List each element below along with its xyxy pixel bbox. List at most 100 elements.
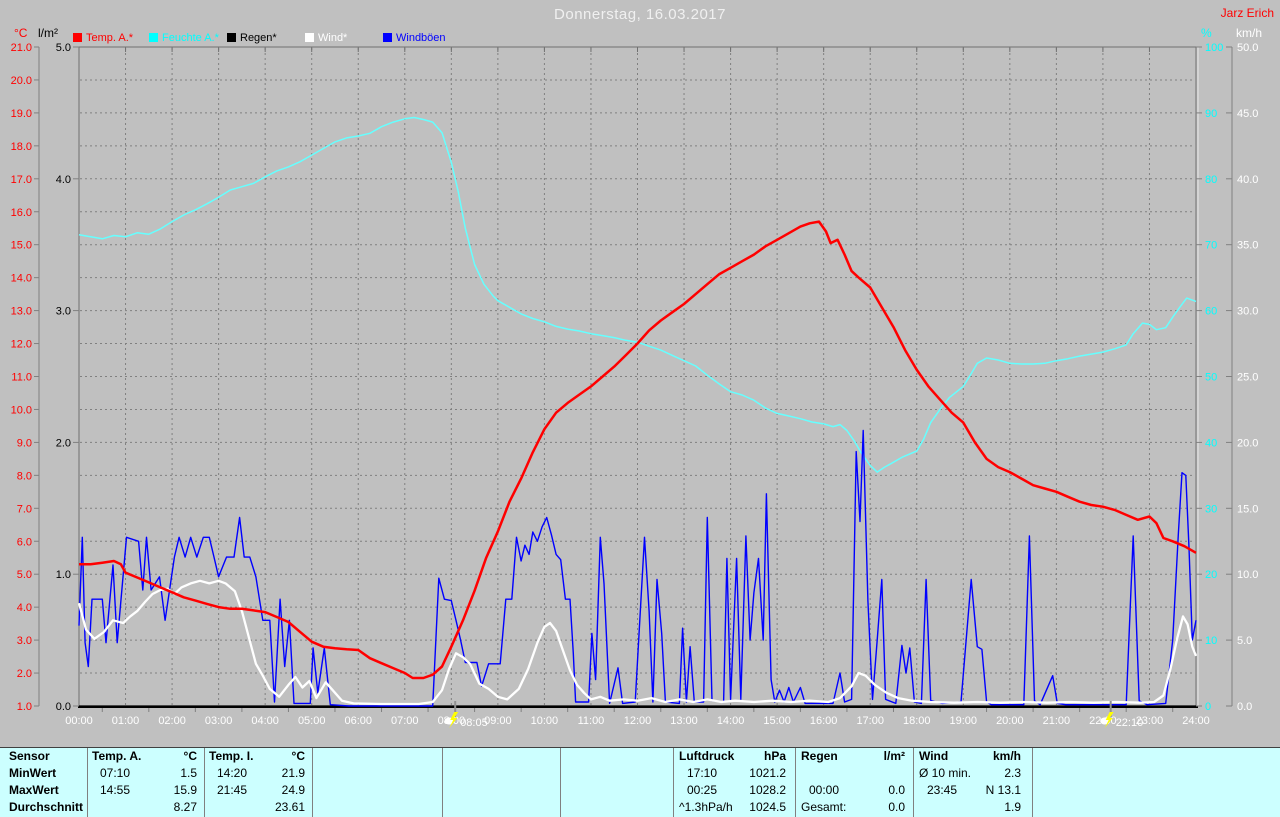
svg-text:40: 40	[1205, 437, 1217, 449]
wind-max-time: 23:45	[927, 783, 958, 797]
svg-text:17.0: 17.0	[11, 174, 32, 186]
svg-text:1.0: 1.0	[17, 701, 32, 713]
svg-text:16:00: 16:00	[810, 715, 838, 727]
column-divider	[795, 748, 796, 817]
legend-swatch-temp-a-icon	[73, 33, 82, 42]
svg-text:6.0: 6.0	[17, 536, 32, 548]
temp-a-avg-value: 8.27	[173, 800, 197, 814]
legend-label-feuchte-a: Feuchte A.*	[162, 31, 219, 44]
svg-text:23:00: 23:00	[1136, 715, 1164, 727]
svg-text:10:00: 10:00	[531, 715, 559, 727]
svg-text:30.0: 30.0	[1237, 306, 1258, 318]
svg-text:25.0: 25.0	[1237, 372, 1258, 384]
luftdruck-trend: ^1.3hPa/h	[679, 800, 733, 814]
regen-min-time	[799, 765, 809, 782]
luftdruck-avg-value: 1024.5	[749, 800, 786, 814]
svg-text:19:00: 19:00	[950, 715, 978, 727]
svg-text:5.0: 5.0	[17, 569, 32, 581]
temp-a-avg-label	[90, 799, 100, 816]
svg-text:2.0: 2.0	[56, 437, 71, 449]
svg-text:0: 0	[1205, 701, 1211, 713]
svg-text:07:00: 07:00	[391, 715, 419, 727]
svg-text:14.0: 14.0	[11, 273, 32, 285]
wind-avg-label	[917, 799, 927, 816]
stats-col-temp-a: Temp. A. °C 07:10 1.5 14:55 15.9 8.27	[90, 748, 201, 817]
svg-text:20.0: 20.0	[1237, 437, 1258, 449]
temp-i-name: Temp. I.	[209, 749, 254, 763]
legend-swatch-windboeen-icon	[383, 33, 392, 42]
svg-text:01:00: 01:00	[112, 715, 140, 727]
temp-i-max-time: 21:45	[217, 783, 248, 797]
svg-text:5.0: 5.0	[56, 42, 71, 54]
legend-label-temp-a: Temp. A.*	[86, 31, 134, 44]
svg-text:30: 30	[1205, 503, 1217, 515]
stats-col-regen: Regen l/m² 00:00 0.0 Gesamt: 0.0	[799, 748, 909, 817]
column-divider	[87, 748, 88, 817]
svg-text:15.0: 15.0	[11, 240, 32, 252]
column-divider	[312, 748, 313, 817]
svg-text:50.0: 50.0	[1237, 42, 1258, 54]
svg-text:24:00: 24:00	[1182, 715, 1210, 727]
svg-text:12.0: 12.0	[11, 339, 32, 351]
stats-col-wind: Wind km/h Ø 10 min. 2.3 23:45 N 13.1 1.9	[917, 748, 1025, 817]
stats-row-label: MaxWert	[9, 783, 59, 797]
luftdruck-max-value: 1028.2	[749, 783, 786, 797]
svg-text:19.0: 19.0	[11, 108, 32, 120]
column-divider	[442, 748, 443, 817]
svg-text:18:00: 18:00	[903, 715, 931, 727]
svg-text:09:00: 09:00	[484, 715, 512, 727]
luftdruck-min-value: 1021.2	[749, 766, 786, 780]
legend-item-temp-a: Temp. A.*	[73, 31, 133, 44]
column-divider	[673, 748, 674, 817]
svg-text:3.0: 3.0	[56, 306, 71, 318]
svg-text:08:05: 08:05	[460, 717, 488, 729]
svg-text:10.0: 10.0	[11, 404, 32, 416]
luftdruck-min-time: 17:10	[687, 766, 718, 780]
svg-text:35.0: 35.0	[1237, 240, 1258, 252]
legend-item-regen: Regen*	[227, 31, 277, 44]
column-divider	[1032, 748, 1033, 817]
svg-text:7.0: 7.0	[17, 503, 32, 515]
svg-text:80: 80	[1205, 174, 1217, 186]
temp-a-min-time: 07:10	[100, 766, 131, 780]
svg-text:03:00: 03:00	[205, 715, 233, 727]
svg-text:0.0: 0.0	[1237, 701, 1252, 713]
temp-a-unit: °C	[183, 749, 197, 763]
temp-a-max-value: 15.9	[173, 783, 197, 797]
svg-text:05:00: 05:00	[298, 715, 326, 727]
svg-text:15.0: 15.0	[1237, 503, 1258, 515]
svg-text:10.0: 10.0	[1237, 569, 1258, 581]
temp-i-unit: °C	[291, 749, 305, 763]
wind-min-time: Ø 10 min.	[919, 766, 972, 780]
svg-text:04:00: 04:00	[251, 715, 279, 727]
svg-text:13:00: 13:00	[670, 715, 698, 727]
luftdruck-unit: hPa	[763, 749, 786, 763]
regen-name: Regen	[801, 749, 838, 763]
column-divider	[560, 748, 561, 817]
stats-row-label: Durchschnitt	[9, 800, 84, 814]
regen-max-time: 00:00	[809, 783, 840, 797]
svg-text:21.0: 21.0	[11, 42, 32, 54]
wind-unit: km/h	[992, 749, 1021, 763]
svg-text:15:00: 15:00	[763, 715, 791, 727]
wind-min-value: 2.3	[1004, 766, 1021, 780]
legend-item-feuchte-a: Feuchte A.*	[149, 31, 219, 44]
axis-unit-humidity: %	[1201, 26, 1212, 40]
svg-text:20.0: 20.0	[11, 75, 32, 87]
legend-item-windboeen: Windböen	[383, 31, 446, 44]
svg-text:00:00: 00:00	[65, 715, 93, 727]
svg-text:0.0: 0.0	[56, 701, 71, 713]
svg-text:18.0: 18.0	[11, 141, 32, 153]
svg-text:11:00: 11:00	[578, 715, 605, 727]
svg-text:60: 60	[1205, 306, 1217, 318]
svg-text:40.0: 40.0	[1237, 174, 1258, 186]
column-divider	[913, 748, 914, 817]
svg-text:17:00: 17:00	[856, 715, 884, 727]
svg-text:14:00: 14:00	[717, 715, 745, 727]
temp-a-min-value: 1.5	[180, 766, 197, 780]
regen-max-value: 0.0	[888, 783, 905, 797]
stats-col-temp-i: Temp. I. °C 14:20 21.9 21:45 24.9 23.61	[207, 748, 309, 817]
wind-max-value: N 13.1	[985, 783, 1021, 797]
svg-text:8.0: 8.0	[17, 470, 32, 482]
